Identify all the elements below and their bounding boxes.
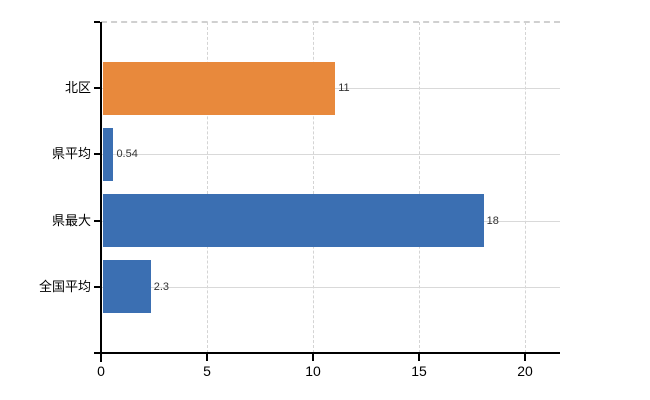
chart-bar (103, 194, 484, 248)
x-axis-tick-label: 15 (411, 363, 427, 379)
chart-bar (103, 61, 336, 115)
gridline-vertical (313, 22, 314, 353)
x-axis-tick (206, 354, 208, 361)
plot-top-border (101, 21, 560, 23)
gridline-horizontal (101, 286, 560, 288)
category-label: 全国平均 (38, 278, 91, 294)
x-axis-tick (524, 354, 527, 361)
y-axis-line (100, 22, 102, 362)
bar-value-label: 18 (486, 214, 499, 227)
x-axis-tick-label: 20 (517, 363, 533, 379)
y-axis-tick (94, 352, 100, 354)
gridline-horizontal (101, 154, 560, 156)
gridline-vertical (525, 22, 527, 353)
gridline-vertical (419, 22, 420, 353)
gridline-vertical (207, 22, 208, 353)
x-axis-tick-label: 0 (97, 363, 105, 379)
bar-value-label: 0.54 (116, 148, 138, 161)
x-axis-tick-label: 10 (305, 363, 321, 379)
category-label: 県最大 (51, 212, 91, 228)
bar-value-label: 2.3 (153, 280, 170, 293)
y-axis-tick (94, 285, 100, 288)
y-axis-tick (94, 219, 100, 222)
y-axis-tick (94, 87, 100, 90)
category-label: 北区 (64, 80, 91, 96)
y-axis-tick (94, 21, 100, 23)
chart-bar (103, 127, 114, 181)
bar-value-label: 11 (338, 82, 350, 95)
x-axis-tick (418, 354, 420, 361)
x-axis-tick (312, 354, 314, 361)
y-axis-tick (94, 153, 100, 156)
chart-bar (103, 260, 151, 314)
x-axis-line (100, 352, 560, 354)
x-axis-tick-label: 5 (203, 363, 211, 379)
x-axis-tick (100, 354, 102, 361)
category-label: 県平均 (51, 146, 91, 162)
